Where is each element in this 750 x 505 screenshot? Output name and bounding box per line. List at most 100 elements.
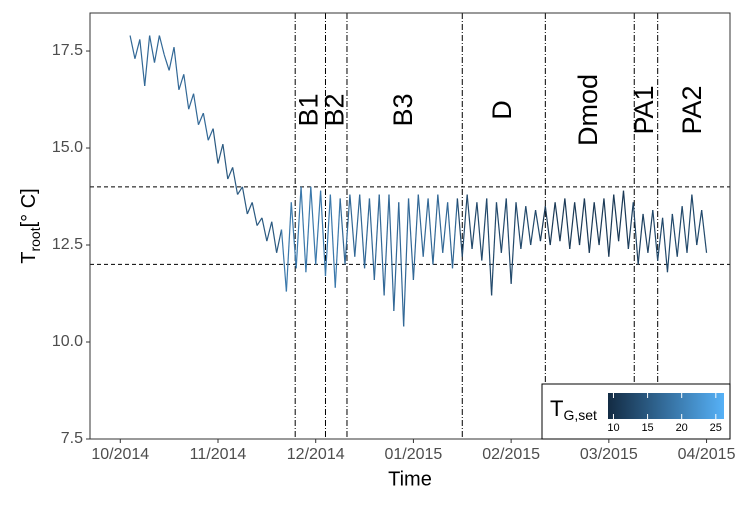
line-segment <box>251 202 258 226</box>
line-segment <box>197 112 204 125</box>
line-segment <box>603 198 610 257</box>
line-segment <box>271 221 278 253</box>
line-segment <box>495 202 502 253</box>
line-segment <box>344 194 351 265</box>
line-segment <box>310 186 317 265</box>
line-segment <box>583 198 590 253</box>
plot-border <box>89 12 731 440</box>
y-title-sub: root <box>27 227 43 251</box>
x-tick-label: 10/2014 <box>91 446 149 463</box>
line-segment <box>300 186 307 273</box>
line-segment <box>486 198 493 296</box>
phase-label: PA2 <box>677 85 707 134</box>
line-segment <box>647 210 654 253</box>
line-segment <box>339 198 346 265</box>
line-segment <box>534 209 542 242</box>
line-segment <box>422 198 429 257</box>
y-tick-label: 12.5 <box>52 236 83 253</box>
line-segment <box>378 194 385 296</box>
line-segment <box>539 206 546 242</box>
line-segment <box>632 202 639 265</box>
y-title-unit: [° C] <box>18 188 40 227</box>
line-segment <box>388 194 395 311</box>
line-segment <box>490 202 498 296</box>
line-segment <box>598 198 605 246</box>
line-segment <box>530 210 537 246</box>
phase-label: B3 <box>388 93 418 126</box>
phase-label: Dmod <box>573 74 603 146</box>
line-segment <box>520 206 527 249</box>
line-segment <box>222 144 229 180</box>
line-segment <box>442 202 449 253</box>
line-segment <box>212 128 219 164</box>
line-segment <box>334 198 341 288</box>
line-segment <box>285 202 292 292</box>
line-segment <box>471 202 478 249</box>
line-segment <box>305 186 312 273</box>
x-tick-label: 02/2015 <box>482 446 540 463</box>
line-segment <box>671 213 678 257</box>
line-segment <box>153 35 160 63</box>
colorbar-label: 20 <box>676 422 688 434</box>
line-segment <box>237 186 243 195</box>
line-segment <box>227 167 234 180</box>
legend-title-sub: G,set <box>563 407 597 423</box>
line-segment <box>329 194 336 288</box>
line-segment <box>515 202 522 249</box>
line-segment <box>295 186 302 269</box>
line-segment <box>407 198 415 280</box>
line-segment <box>393 202 400 311</box>
line-segment <box>276 229 283 253</box>
line-segment <box>652 210 659 261</box>
line-segment <box>593 202 600 246</box>
line-segment <box>622 190 629 249</box>
line-segment <box>608 194 615 257</box>
line-segment <box>588 202 595 253</box>
line-segment <box>354 194 361 257</box>
line-segment <box>368 198 375 280</box>
legend-title: TG,set <box>550 396 597 423</box>
line-segment <box>266 221 273 242</box>
line-segment <box>363 198 371 269</box>
line-segment <box>144 35 151 86</box>
line-segment <box>427 198 434 265</box>
line-segment <box>510 202 517 284</box>
x-tick-label: 11/2014 <box>190 446 247 463</box>
line-segment <box>290 202 297 269</box>
line-segment <box>139 39 146 87</box>
line-segment <box>681 206 688 253</box>
line-segment <box>544 206 551 246</box>
line-segment <box>505 198 512 284</box>
line-segment <box>432 194 439 265</box>
line-segment <box>398 202 405 327</box>
line-segment <box>549 202 556 246</box>
line-segment <box>280 229 287 292</box>
line-segment <box>183 74 190 110</box>
line-segment <box>569 202 576 249</box>
line-segment <box>163 54 170 71</box>
line-segment <box>412 194 419 280</box>
line-segment <box>447 202 454 269</box>
line-segment <box>466 194 473 249</box>
line-segment <box>481 198 488 261</box>
line-segment <box>188 93 195 110</box>
line-segment <box>525 206 532 246</box>
line-segment <box>178 74 185 90</box>
line-segment <box>192 93 200 125</box>
line-segment <box>256 217 263 226</box>
line-segment <box>461 194 468 257</box>
line-segment <box>383 194 390 296</box>
phase-label: D <box>487 100 517 120</box>
phase-label: PA1 <box>629 85 659 134</box>
x-tick-label: 03/2015 <box>580 446 638 463</box>
line-segment <box>559 198 566 242</box>
line-segment <box>246 202 253 215</box>
line-segment <box>613 194 620 242</box>
x-tick-label: 04/2015 <box>678 446 736 463</box>
phase-label: B2 <box>319 93 349 126</box>
line-segment <box>476 202 483 261</box>
line-segment <box>642 213 649 253</box>
legend-title-main: T <box>550 396 563 421</box>
line-segment <box>129 35 136 59</box>
line-segment <box>686 194 693 253</box>
